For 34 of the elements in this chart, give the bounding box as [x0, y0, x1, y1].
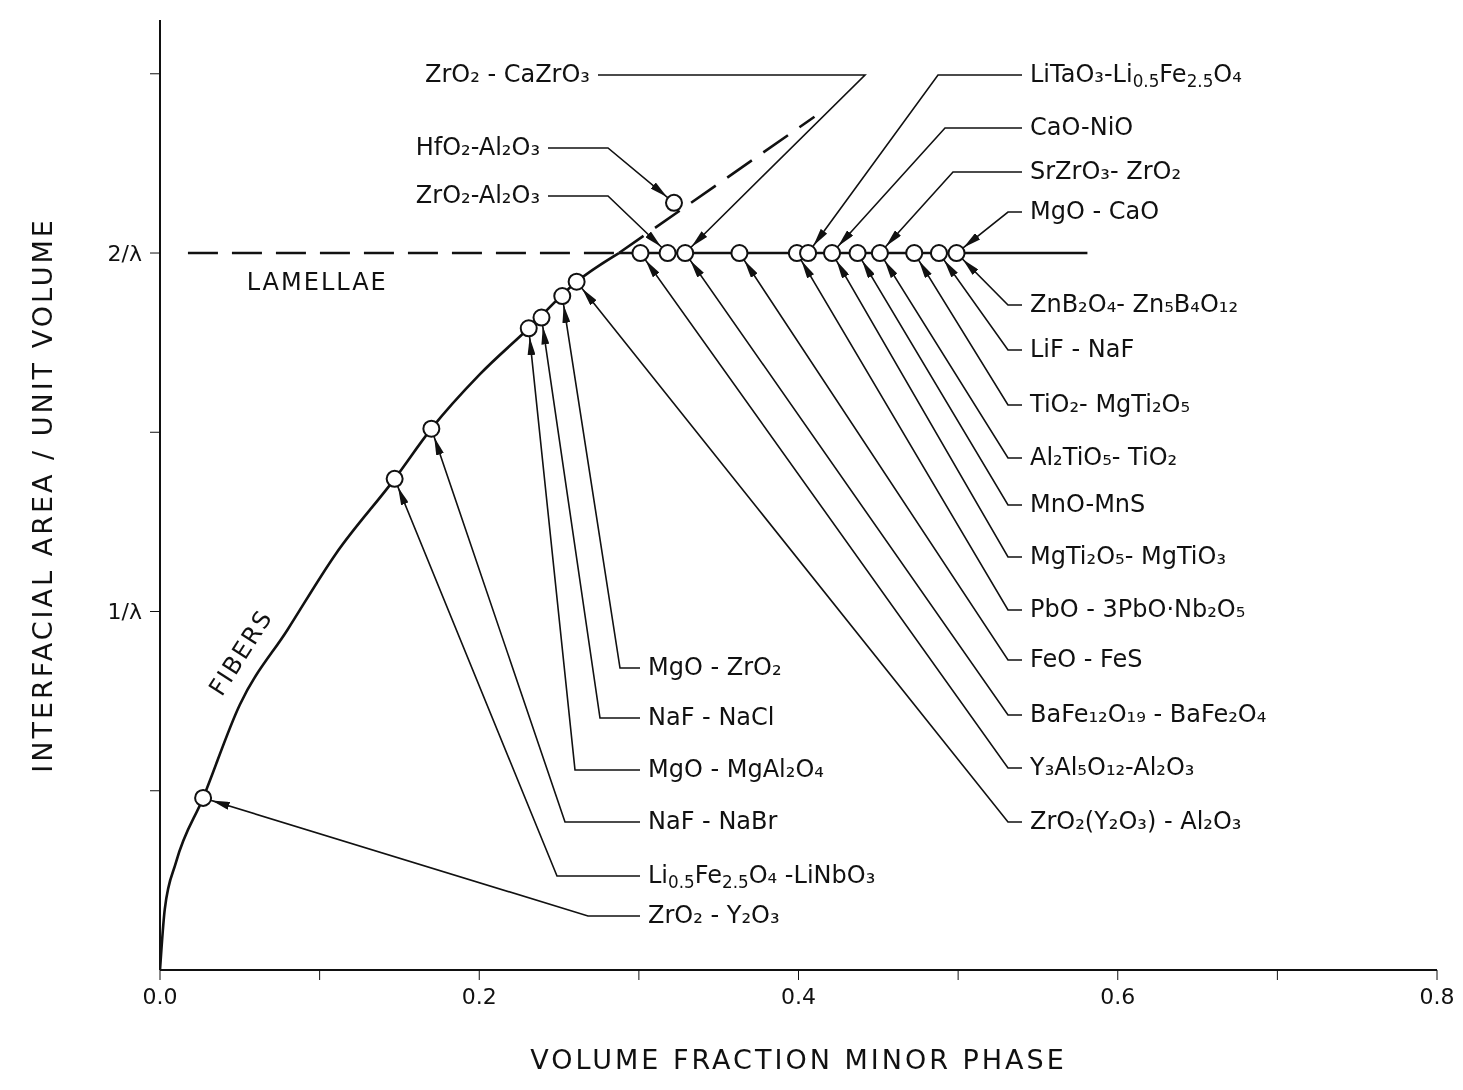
annotation: CaO-NiO [1030, 113, 1134, 141]
annotation: HfO₂-Al₂O₃ [415, 133, 540, 161]
y-tick-label: 1/λ [107, 599, 142, 625]
x-tick-label: 0.8 [1419, 983, 1455, 1009]
annotation: ZrO₂ - Y₂O₃ [648, 901, 780, 929]
series-label: LAMELLAE [246, 268, 388, 297]
annotation: MnO-MnS [1030, 490, 1146, 518]
y-axis-title: INTERFACIAL AREA / UNIT VOLUME [26, 217, 58, 773]
annotation: NaF - NaBr [648, 807, 778, 835]
x-tick-label: 0.0 [142, 983, 178, 1009]
x-tick-label: 0.4 [781, 983, 816, 1009]
annotation: LiTaO₃-Li$_{0.5}$Fe$_{2.5}$O₄ [1030, 60, 1242, 91]
annotation: Y₃Al₅O₁₂-Al₂O₃ [1029, 753, 1195, 781]
x-axis-title: VOLUME FRACTION MINOR PHASE [530, 1044, 1067, 1075]
x-tick-label: 0.6 [1100, 983, 1136, 1009]
annotation: MgTi₂O₅- MgTiO₃ [1030, 542, 1226, 570]
annotation: BaFe₁₂O₁₉ - BaFe₂O₄ [1030, 700, 1267, 728]
annotation: ZrO₂(Y₂O₃) - Al₂O₃ [1030, 807, 1242, 835]
annotation: LiF - NaF [1030, 335, 1135, 363]
annotation: FeO - FeS [1030, 645, 1143, 673]
annotation: ZrO₂-Al₂O₃ [415, 181, 540, 209]
annotation: NaF - NaCl [648, 703, 775, 731]
annotation: MgO - ZrO₂ [648, 653, 782, 681]
annotation: MgO - CaO [1030, 197, 1160, 225]
annotation: MgO - MgAl₂O₄ [648, 755, 824, 783]
x-tick-label: 0.2 [461, 983, 497, 1009]
annotation: PbO - 3PbO·Nb₂O₅ [1030, 595, 1246, 623]
y-tick-label: 2/λ [107, 240, 142, 266]
annotation: SrZrO₃- ZrO₂ [1030, 157, 1182, 185]
annotation: TiO₂- MgTi₂O₅ [1029, 390, 1191, 418]
annotation: ZnB₂O₄- Zn₅B₄O₁₂ [1030, 290, 1239, 318]
annotation: ZrO₂ - CaZrO₃ [424, 60, 590, 88]
annotation: Al₂TiO₅- TiO₂ [1030, 443, 1178, 471]
annotation: Li$_{0.5}$Fe$_{2.5}$O₄ -LiNbO₃ [648, 861, 876, 892]
